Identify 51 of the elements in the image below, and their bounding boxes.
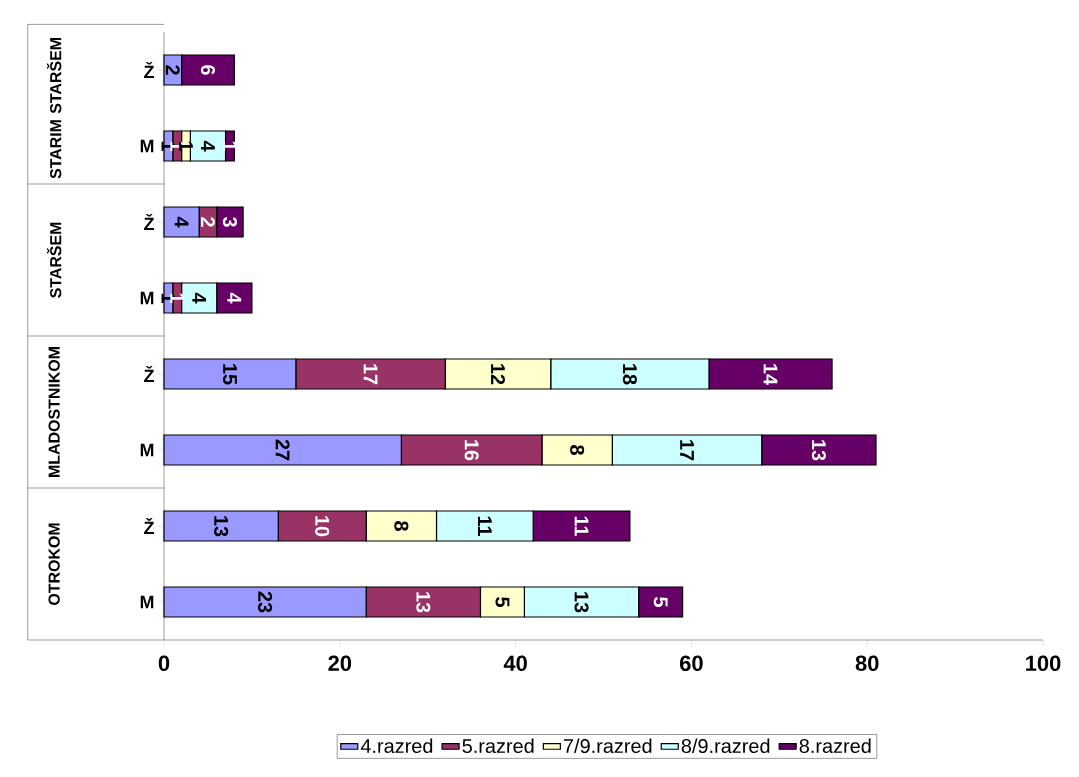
y-tick-label: M [140,139,154,153]
y-tick-label: Ž [144,213,154,231]
data-label: 18 [622,364,637,385]
text: MLADOSTNIKOM [48,347,60,477]
legend-label: 8.razred [799,738,871,754]
legend-label: 8/9.razred [681,738,770,754]
y-tick-label: M [140,443,154,457]
data-label: 14 [763,364,778,385]
y-tick-label: M [140,595,154,609]
text: STARIM STARŠEM [46,38,62,179]
data-label: 27 [275,439,290,461]
data-label: 23 [258,591,273,613]
data-label: 17 [680,440,694,461]
data-label: 6 [200,65,215,75]
y-tick-label: Ž [144,365,154,383]
legend-label: 4.razred [360,738,433,754]
data-label: 13 [574,592,589,613]
x-tick-label: 0 [158,655,170,672]
data-label: 5 [653,597,668,607]
x-tick-label: 60 [680,655,703,672]
data-label: 13 [811,440,826,461]
data-label: 10 [315,516,330,537]
text: OTROKOM [48,523,60,605]
text: STARŠEM [46,222,62,298]
x-tick-label: 100 [1026,655,1061,672]
x-tick-label: 20 [328,655,352,672]
data-label: 8 [570,445,585,455]
data-label: 8 [394,521,409,531]
data-label: 12 [491,364,505,385]
legend-label: 7/9.razred [563,738,652,754]
y-tick-label: Ž [144,517,154,535]
data-label: 13 [416,592,431,613]
legend-label: 5.razred [462,738,534,754]
data-label: 13 [214,516,229,537]
data-label: 5 [495,597,510,607]
data-label: 2 [165,65,180,75]
x-tick-label: 40 [503,655,527,672]
data-label: 4 [174,216,189,228]
data-label: 2 [201,217,215,227]
y-tick-label: M [140,291,154,305]
y-tick-label: Ž [144,61,154,79]
data-label: 3 [222,216,237,227]
data-label: 17 [363,364,378,385]
x-tick-label: 80 [855,655,879,672]
data-label: 16 [464,440,479,461]
data-label: 4 [192,292,207,304]
data-label: 4 [227,292,242,304]
data-label: 4 [201,140,215,152]
data-label: 11 [477,516,492,536]
data-label: 11 [574,516,589,536]
data-label: 15 [222,364,237,385]
